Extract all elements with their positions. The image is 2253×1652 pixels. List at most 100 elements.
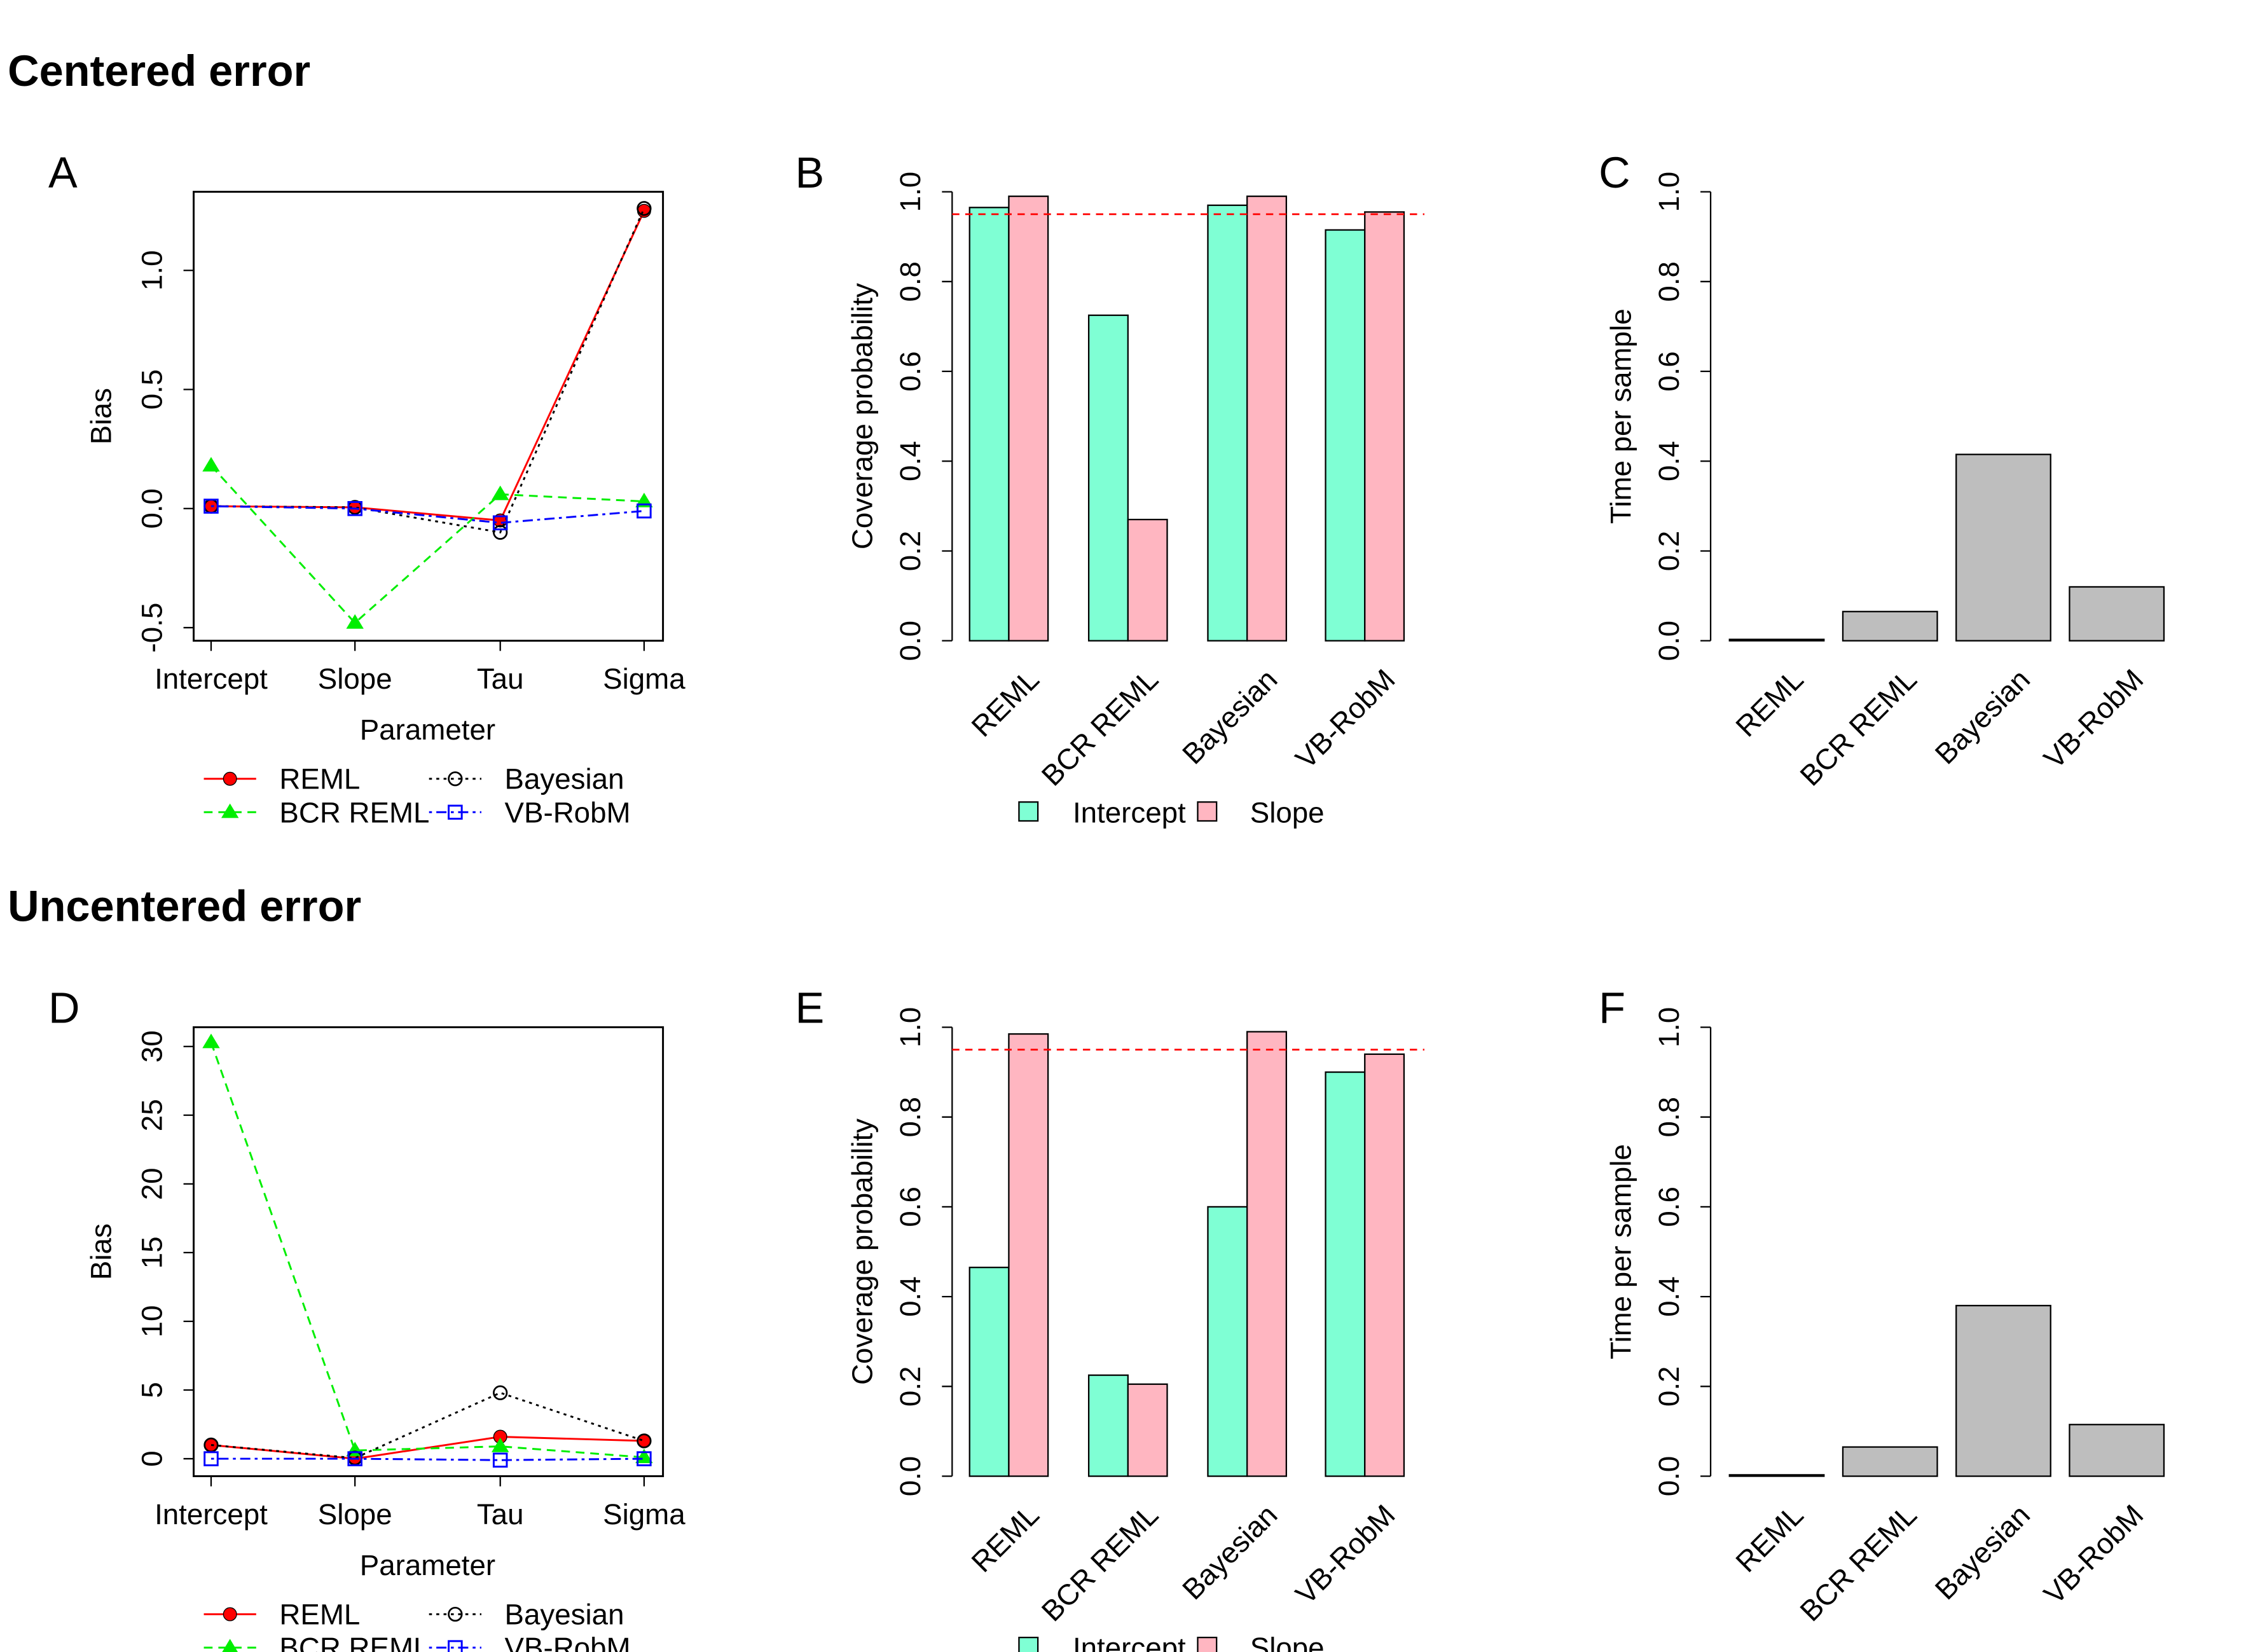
legend-marker: [448, 804, 463, 820]
legend-label: BCR REML: [279, 1632, 429, 1652]
panel-letter: F: [1599, 984, 1625, 1033]
y-tick-label: 0.2: [1653, 531, 1685, 572]
x-tick-label: Sigma: [603, 663, 686, 695]
panel-letter: E: [796, 984, 825, 1033]
legend-item: REML: [203, 763, 360, 795]
y-tick-label: 0.4: [1653, 1276, 1685, 1317]
x-tick-label: Tau: [477, 663, 524, 695]
data-point: [347, 501, 362, 516]
x-tick-label: Bayesian: [1176, 1499, 1284, 1606]
y-tick-label: 0.8: [1653, 261, 1685, 302]
panel-E: E 0.0 0.2 0.4 0.6 0.8 1.0 Coverage probability I…: [796, 984, 1424, 1652]
data-point: [202, 457, 220, 472]
y-axis-label: Time per sample: [1604, 1144, 1637, 1359]
bar-intercept: [1325, 1071, 1366, 1477]
y-tick-label: 1.0: [1653, 172, 1685, 212]
bar-intercept: [1207, 1206, 1248, 1477]
bar-intercept: [1087, 1374, 1129, 1477]
legend-label: Slope: [1250, 796, 1325, 829]
x-tick-label: Tau: [477, 1498, 524, 1531]
y-tick-label: 0.0: [135, 488, 168, 529]
y-tick-label: 0.0: [1653, 621, 1685, 661]
bar-slope: [1008, 1033, 1049, 1477]
y-tick-label: 30: [135, 1030, 168, 1063]
y-tick-label: 0.6: [894, 351, 927, 392]
legend-marker: [448, 1640, 463, 1652]
y-tick-label: -0.5: [135, 603, 168, 653]
y-tick-label: 0.0: [894, 1456, 927, 1497]
data-point: [492, 515, 508, 531]
y-tick-label: 0.4: [1653, 441, 1685, 481]
y-axis-label: Time per sample: [1604, 308, 1637, 524]
bar-slope: [1127, 1383, 1168, 1477]
x-tick-label: Bayesian: [1176, 663, 1284, 771]
y-tick-label: 5: [135, 1382, 168, 1398]
y-tick-label: 0.8: [894, 1097, 927, 1138]
series-vb-robm: [203, 1451, 652, 1468]
data-point: [491, 1437, 509, 1452]
legend-marker: [223, 771, 237, 786]
y-tick-label: 1.0: [894, 172, 927, 212]
legend-label: Bayesian: [505, 1599, 624, 1631]
series-bcr-reml: [202, 1033, 653, 1464]
data-point: [347, 1451, 362, 1466]
legend-label: BCR REML: [279, 796, 429, 829]
x-tick-label: VB-RobM: [2037, 1499, 2149, 1611]
y-tick-label: 0.2: [894, 531, 927, 572]
y-tick-label: 0.8: [894, 261, 927, 302]
bar: [1842, 1446, 1938, 1477]
legend-marker: [448, 1606, 463, 1622]
y-axis-label: Bias: [85, 1223, 117, 1280]
panel-F: F 0.0 0.2 0.4 0.6 0.8 1.0 Time per sample REMLBC…: [1599, 984, 2165, 1628]
x-tick-label: Bayesian: [1929, 663, 2036, 771]
y-tick-label: 0.4: [894, 1276, 927, 1317]
legend-item: BCR REML: [203, 1632, 429, 1652]
legend-label: Intercept: [1073, 796, 1186, 829]
x-axis-label: Parameter: [360, 1549, 495, 1581]
bar-slope: [1364, 1053, 1405, 1477]
x-tick-label: BCR REML: [1794, 663, 1923, 792]
section-title-centered: Centered error: [8, 46, 310, 95]
x-tick-label: REML: [965, 1499, 1045, 1579]
data-point: [493, 525, 508, 540]
panel-letter: D: [48, 984, 80, 1033]
legend-label: VB-RobM: [505, 1632, 631, 1652]
legend-item: Slope: [1197, 796, 1325, 829]
y-tick-label: 0.0: [894, 621, 927, 661]
panel-B: B 0.0 0.2 0.4 0.6 0.8 1.0 Coverage probability I…: [796, 148, 1424, 829]
section-title-uncentered: Uncentered error: [8, 882, 361, 931]
panel-letter: B: [796, 148, 825, 197]
bar: [1728, 638, 1825, 642]
y-axis-label: Bias: [85, 388, 117, 444]
legend-label: Intercept: [1073, 1632, 1186, 1652]
y-tick-label: 0.5: [135, 369, 168, 410]
y-axis-label: Coverage probability: [846, 1119, 879, 1385]
data-point: [637, 201, 652, 216]
y-tick-label: 10: [135, 1305, 168, 1338]
legend-item: REML: [203, 1599, 360, 1631]
series-line: [210, 1391, 645, 1459]
legend-marker: [221, 803, 239, 818]
panel-D: D 0 5 10 15 20 25 30 Intercept Slope Tau Sigma Param…: [48, 984, 686, 1652]
y-tick-label: 0.6: [1653, 1187, 1685, 1227]
y-tick-label: 0.4: [894, 441, 927, 481]
bar: [2069, 1424, 2165, 1477]
bar-slope: [1246, 1031, 1287, 1477]
legend-label: REML: [279, 1599, 360, 1631]
x-tick-label: REML: [965, 663, 1045, 743]
y-tick-label: 0.2: [894, 1366, 927, 1407]
bar: [1842, 610, 1938, 642]
data-point: [493, 1385, 508, 1400]
x-tick-label: BCR REML: [1035, 663, 1164, 792]
series-bayesian: [203, 201, 652, 540]
bar-intercept: [1207, 204, 1248, 642]
y-tick-label: 0.8: [1653, 1097, 1685, 1138]
x-tick-label: Slope: [318, 663, 392, 695]
data-point: [491, 485, 509, 500]
legend-marker: [223, 1607, 237, 1621]
bar-slope: [1364, 211, 1405, 642]
series-line: [210, 1436, 644, 1460]
legend-label: REML: [279, 763, 360, 795]
bar-intercept: [968, 1267, 1010, 1477]
bar: [1728, 1474, 1825, 1477]
